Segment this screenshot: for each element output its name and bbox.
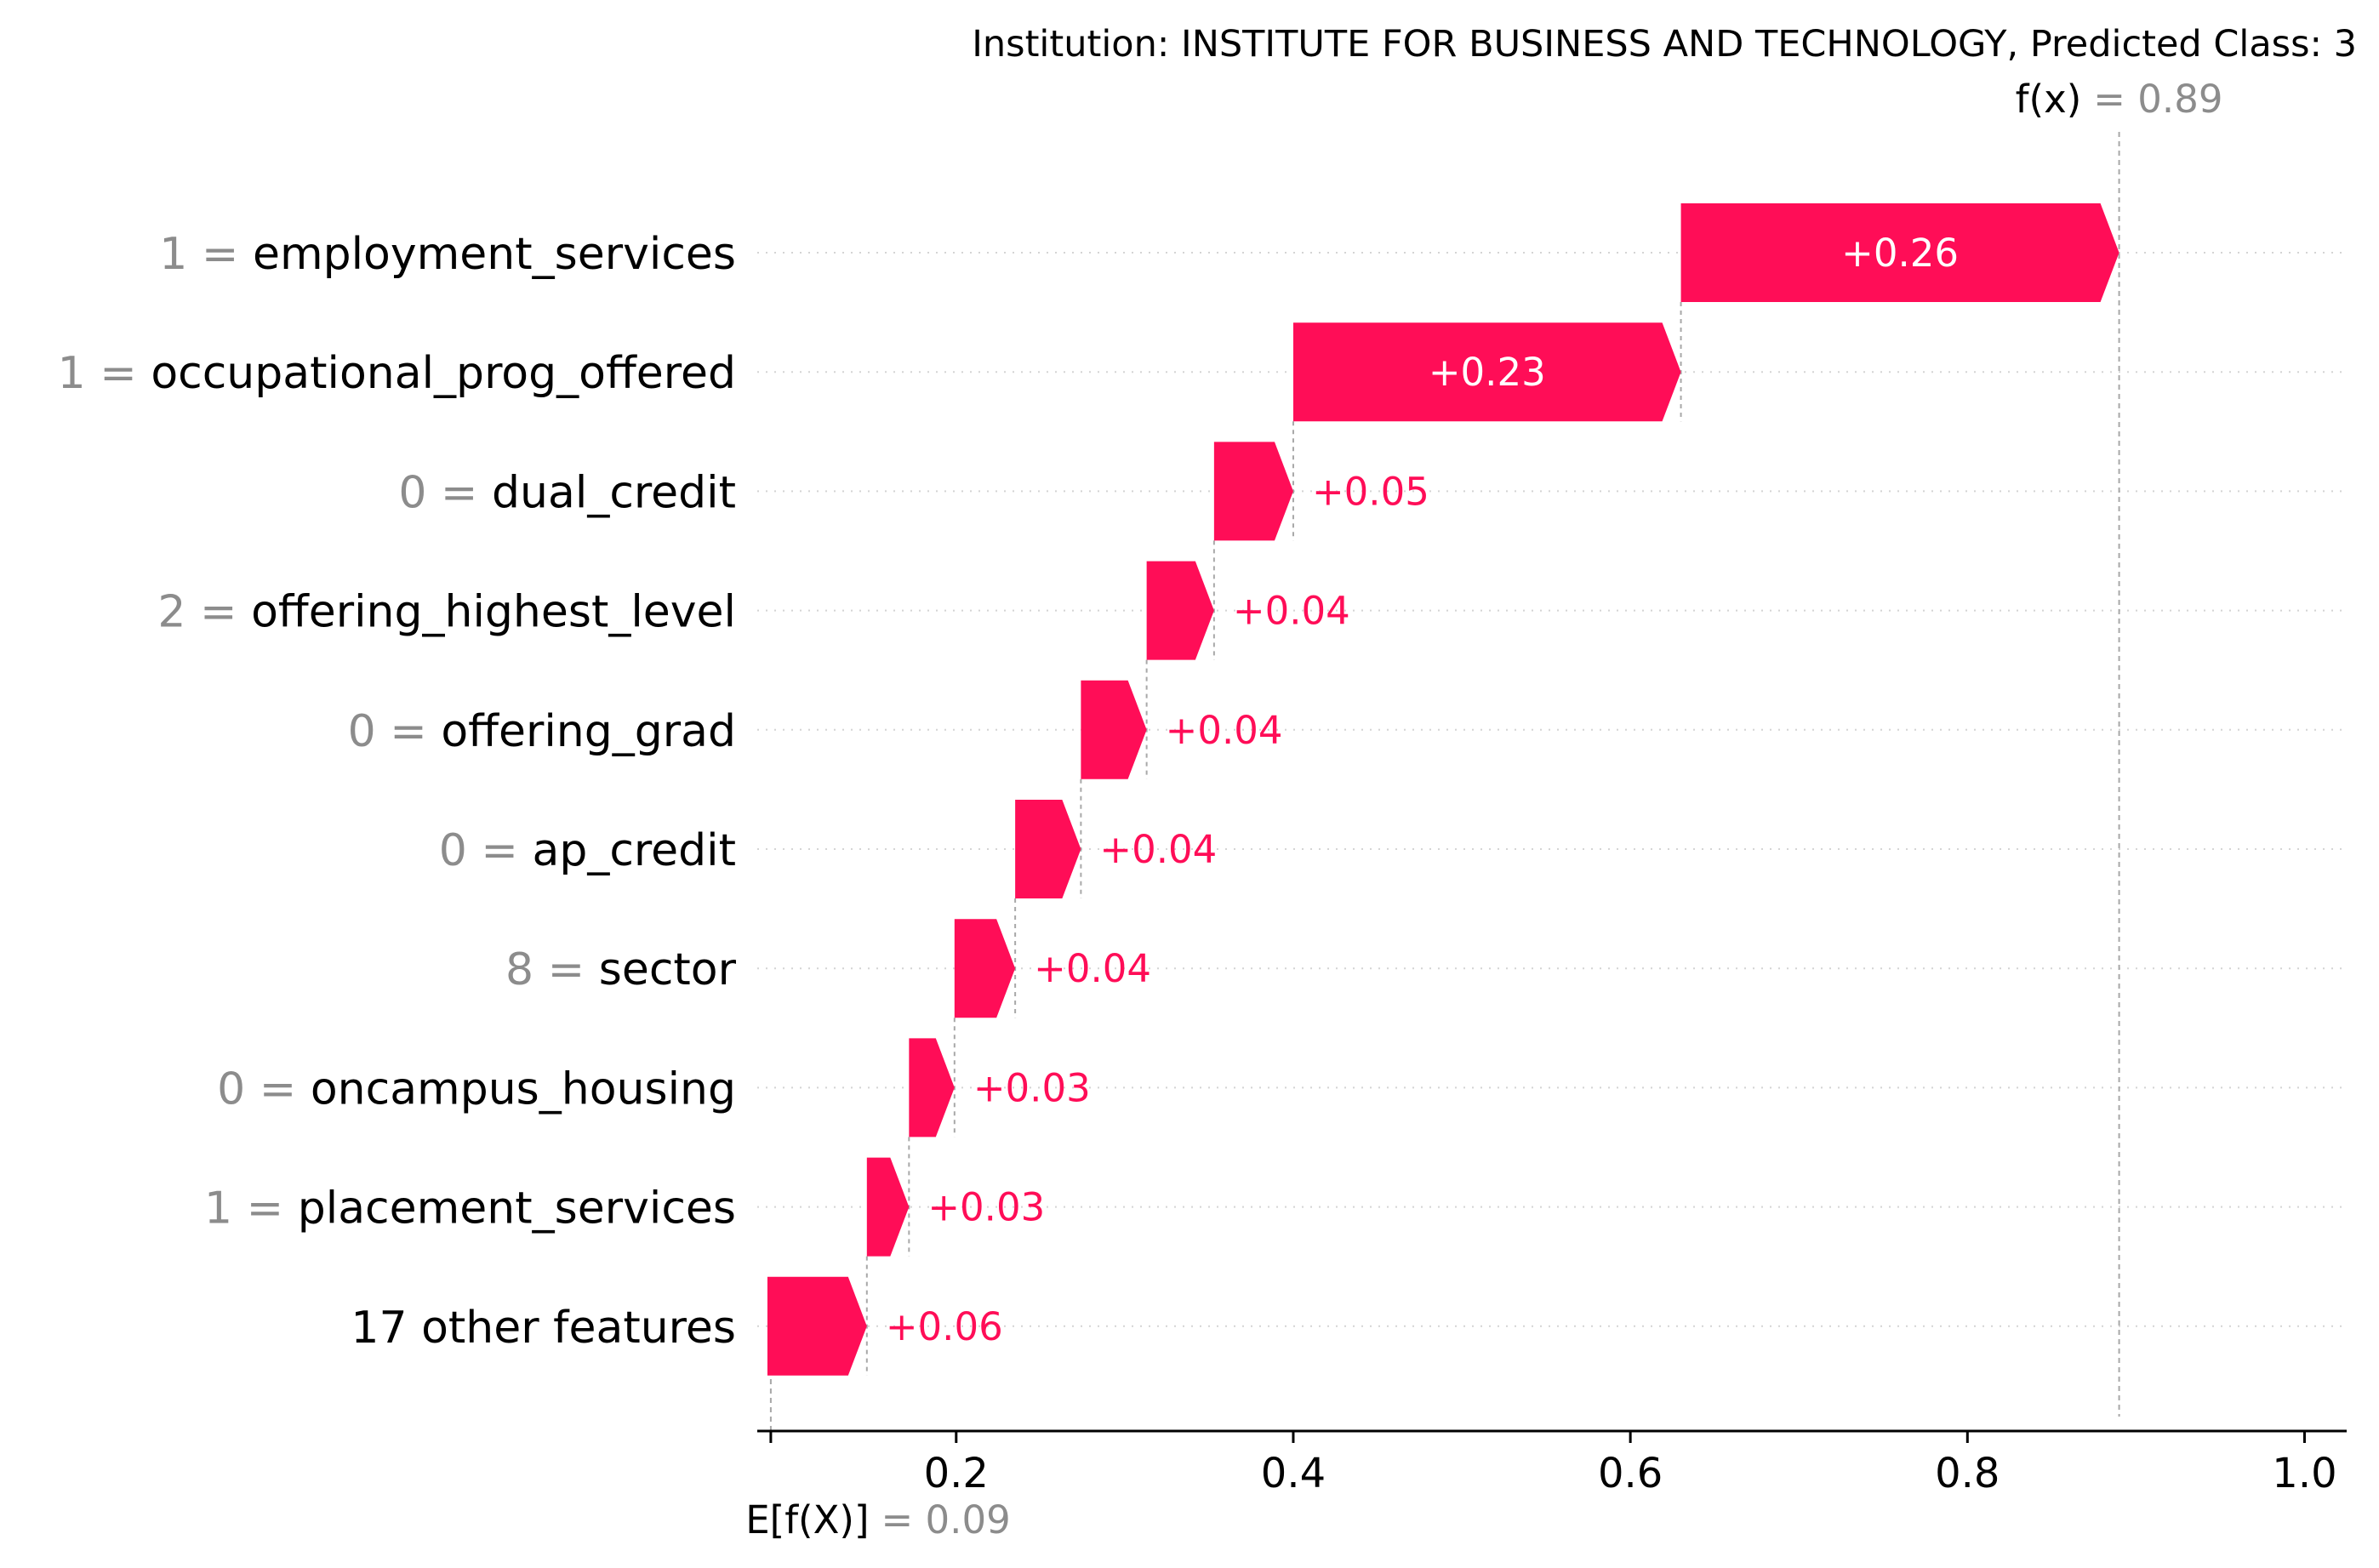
feature-label: 17 other features (351, 1303, 736, 1354)
feature-name: placement_services (298, 1183, 736, 1234)
feature-value: 0 (439, 825, 467, 876)
feature-bar (1292, 322, 1681, 422)
feature-label: 0 = ap_credit (439, 825, 736, 876)
feature-value: 1 (204, 1183, 232, 1234)
feature-name: offering_grad (441, 706, 736, 757)
output-value-label: f(x) = 0.89 (2016, 77, 2223, 122)
base-value: = 0.09 (881, 1497, 1011, 1542)
feature-bar (909, 1038, 955, 1138)
contribution-label: +0.26 (1841, 231, 1959, 276)
feature-label: 0 = offering_grad (348, 706, 736, 757)
contribution-label: +0.23 (1429, 350, 1546, 395)
equals-sign: = (232, 1183, 298, 1234)
contribution-label: +0.06 (886, 1304, 1003, 1349)
equals-sign: = (187, 229, 253, 280)
equals-sign: = (185, 587, 251, 638)
equals-sign: = (426, 467, 492, 518)
x-tick-label: 1.0 (2272, 1450, 2336, 1497)
feature-label: 0 = dual_credit (398, 467, 736, 518)
output-label: f(x) (2016, 77, 2082, 122)
feature-bar (1081, 680, 1147, 779)
feature-value: 0 (217, 1063, 245, 1115)
label-layer: +0.26 1 = employment_services +0.23 1 = occ… (58, 77, 2223, 1542)
feature-bar (1680, 203, 2119, 302)
feature-label: 8 = sector (505, 944, 737, 995)
feature-bar (866, 1157, 910, 1257)
chart-title: Institution: INSTITUTE FOR BUSINESS AND … (972, 23, 2357, 66)
output-value: = 0.89 (2093, 77, 2222, 122)
feature-value: 2 (157, 587, 185, 638)
feature-label: 1 = occupational_prog_offered (58, 348, 736, 399)
contribution-label: +0.04 (1099, 827, 1217, 872)
base-value-label: E[f(X)] = 0.09 (745, 1497, 1011, 1542)
equals-sign: = (376, 706, 442, 757)
feature-value: 0 (398, 467, 426, 518)
bar-layer (767, 203, 2119, 1376)
feature-value: 8 (505, 944, 533, 995)
feature-bar (767, 1276, 867, 1376)
feature-name: 17 other features (351, 1303, 736, 1354)
feature-value: 0 (348, 706, 376, 757)
connector-layer (769, 132, 2120, 1431)
base-label: E[f(X)] (745, 1497, 869, 1542)
contribution-label: +0.05 (1312, 469, 1429, 514)
feature-label: 1 = employment_services (159, 229, 736, 280)
feature-bar (1146, 561, 1214, 660)
feature-label: 0 = oncampus_housing (217, 1063, 736, 1115)
feature-name: ap_credit (532, 825, 736, 876)
feature-bar (1213, 442, 1293, 541)
x-tick-label: 0.4 (1261, 1450, 1326, 1497)
contribution-label: +0.04 (1233, 589, 1350, 634)
feature-bar (954, 919, 1016, 1018)
equals-sign: = (86, 348, 151, 399)
feature-name: occupational_prog_offered (151, 348, 736, 399)
contribution-label: +0.04 (1034, 946, 1151, 991)
feature-label: 1 = placement_services (204, 1183, 736, 1234)
x-tick-label: 0.2 (924, 1450, 989, 1497)
feature-bar (1015, 800, 1081, 898)
equals-sign: = (245, 1063, 311, 1115)
contribution-label: +0.03 (927, 1185, 1045, 1230)
feature-value: 1 (58, 348, 86, 399)
feature-name: oncampus_housing (311, 1063, 736, 1115)
feature-label: 2 = offering_highest_level (157, 587, 736, 638)
x-axis: 0.2 0.4 0.6 0.8 1.0 (757, 1429, 2347, 1497)
x-tick-label: 0.8 (1935, 1450, 2000, 1497)
feature-name: sector (599, 944, 737, 995)
feature-name: dual_credit (492, 467, 736, 518)
feature-name: offering_highest_level (251, 587, 736, 638)
contribution-label: +0.04 (1166, 708, 1283, 753)
feature-name: employment_services (253, 229, 736, 280)
x-tick-label: 0.6 (1598, 1450, 1663, 1497)
equals-sign: = (533, 944, 599, 995)
equals-sign: = (467, 825, 533, 876)
feature-value: 1 (159, 229, 187, 280)
contribution-label: +0.03 (973, 1065, 1091, 1110)
